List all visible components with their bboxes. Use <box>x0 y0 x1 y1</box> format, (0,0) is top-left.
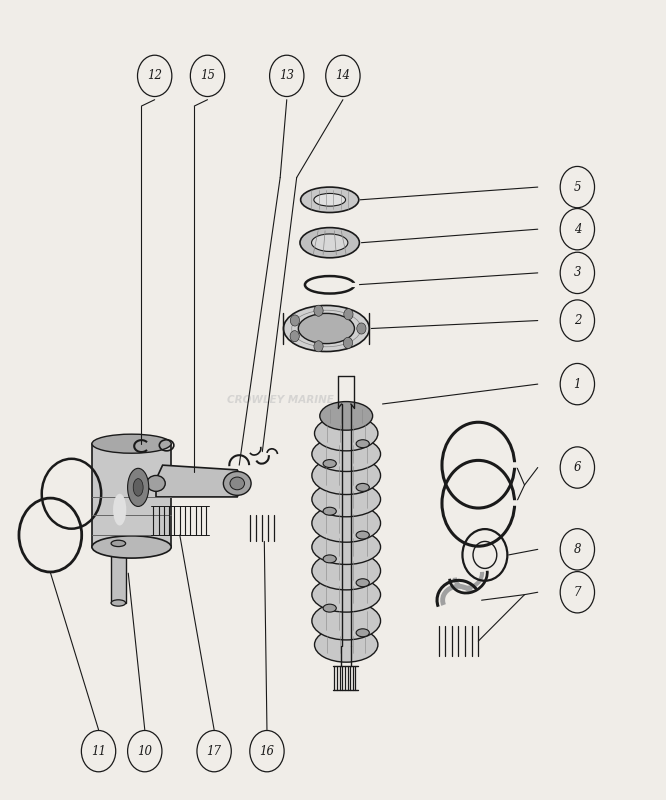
Text: 15: 15 <box>200 70 215 82</box>
Circle shape <box>250 730 284 772</box>
Ellipse shape <box>92 536 171 558</box>
Text: 17: 17 <box>206 745 222 758</box>
Circle shape <box>314 305 323 316</box>
Polygon shape <box>111 543 126 603</box>
Text: 11: 11 <box>91 745 106 758</box>
Ellipse shape <box>300 228 360 258</box>
Text: 13: 13 <box>279 70 294 82</box>
Circle shape <box>190 55 224 97</box>
Ellipse shape <box>312 530 380 565</box>
Circle shape <box>128 730 162 772</box>
Text: 3: 3 <box>573 266 581 279</box>
Ellipse shape <box>284 306 370 351</box>
Ellipse shape <box>323 459 336 467</box>
Ellipse shape <box>312 504 380 542</box>
Circle shape <box>560 571 595 613</box>
Polygon shape <box>156 465 244 497</box>
Circle shape <box>290 330 299 342</box>
Ellipse shape <box>113 494 127 526</box>
Circle shape <box>560 166 595 208</box>
Ellipse shape <box>312 437 380 471</box>
Circle shape <box>344 309 353 320</box>
Ellipse shape <box>312 577 380 612</box>
Text: 14: 14 <box>336 70 350 82</box>
Circle shape <box>314 341 323 352</box>
Ellipse shape <box>323 555 336 563</box>
Circle shape <box>560 252 595 294</box>
Ellipse shape <box>298 314 354 343</box>
Ellipse shape <box>356 440 370 448</box>
Ellipse shape <box>312 602 380 640</box>
Ellipse shape <box>312 552 380 590</box>
Circle shape <box>137 55 172 97</box>
Ellipse shape <box>128 468 149 506</box>
Ellipse shape <box>92 434 171 454</box>
Circle shape <box>270 55 304 97</box>
Circle shape <box>560 447 595 488</box>
Ellipse shape <box>133 478 143 496</box>
Ellipse shape <box>320 402 372 430</box>
Ellipse shape <box>312 457 380 494</box>
Circle shape <box>560 209 595 250</box>
Text: CROWLEY MARINE: CROWLEY MARINE <box>226 395 334 405</box>
Circle shape <box>326 55 360 97</box>
Circle shape <box>343 338 352 349</box>
Circle shape <box>560 300 595 342</box>
Ellipse shape <box>356 531 370 539</box>
Ellipse shape <box>314 627 378 662</box>
Ellipse shape <box>312 234 348 251</box>
Ellipse shape <box>356 578 370 586</box>
Text: 12: 12 <box>147 70 163 82</box>
Text: 2: 2 <box>573 314 581 327</box>
Circle shape <box>560 529 595 570</box>
Ellipse shape <box>314 416 378 451</box>
Text: 1: 1 <box>573 378 581 390</box>
Ellipse shape <box>300 187 359 213</box>
Ellipse shape <box>111 540 126 546</box>
Ellipse shape <box>356 483 370 491</box>
Text: 4: 4 <box>573 222 581 236</box>
Circle shape <box>197 730 231 772</box>
Ellipse shape <box>312 482 380 517</box>
Text: 10: 10 <box>137 745 153 758</box>
Text: 5: 5 <box>573 181 581 194</box>
Text: 8: 8 <box>573 543 581 556</box>
Polygon shape <box>92 444 171 547</box>
Ellipse shape <box>147 475 165 491</box>
Text: 6: 6 <box>573 461 581 474</box>
Text: 7: 7 <box>573 586 581 598</box>
Ellipse shape <box>230 477 244 490</box>
Circle shape <box>290 315 300 326</box>
Circle shape <box>81 730 116 772</box>
Circle shape <box>560 363 595 405</box>
Ellipse shape <box>223 471 251 495</box>
Circle shape <box>357 323 366 334</box>
Text: 16: 16 <box>260 745 274 758</box>
Ellipse shape <box>323 507 336 515</box>
Ellipse shape <box>356 629 370 637</box>
Ellipse shape <box>314 194 346 206</box>
Ellipse shape <box>111 600 126 606</box>
Ellipse shape <box>323 604 336 612</box>
